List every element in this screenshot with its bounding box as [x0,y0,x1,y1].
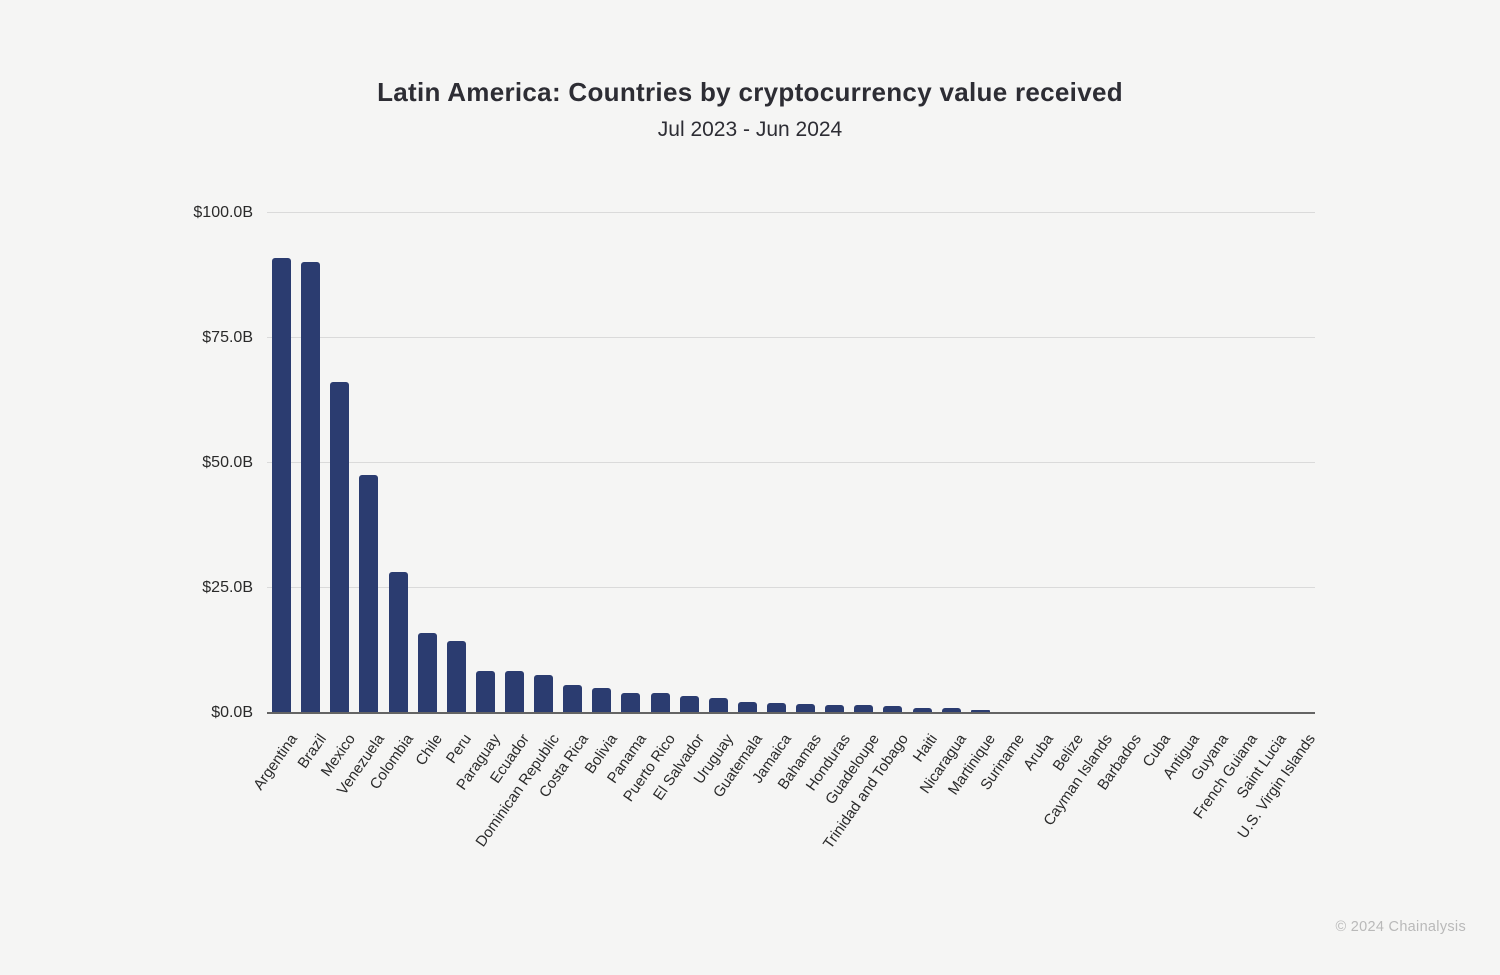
bar [679,696,699,713]
chart-subtitle: Jul 2023 - Jun 2024 [657,118,843,141]
x-axis-line [267,712,1315,714]
copyright-text: © 2024 Chainalysis [1335,919,1466,935]
bar [417,633,437,713]
bar [359,475,379,713]
bar [621,693,641,713]
y-tick-label: $0.0B [211,704,253,721]
gridline [267,212,1315,213]
gridline [267,587,1315,588]
y-tick-label: $100.0B [193,204,253,221]
bar [970,710,990,713]
bar [388,572,408,713]
bar [708,698,728,713]
x-tick-label: Chile [412,731,447,769]
bar [883,706,903,713]
bar [475,671,495,713]
x-tick-label: Argentina [249,731,301,794]
bar [825,705,845,713]
bar [446,641,466,713]
y-tick-label: $25.0B [202,579,253,596]
y-tick-label: $50.0B [202,454,253,471]
bar [796,704,816,713]
bar [504,671,524,713]
chart-title: Latin America: Countries by cryptocurren… [377,77,1123,107]
bar [737,702,757,713]
bar [563,685,583,713]
x-tick-label: Aruba [1020,731,1058,774]
y-tick-label: $75.0B [202,329,253,346]
bar [592,688,612,713]
bar [854,705,874,713]
gridline [267,462,1315,463]
bar [272,258,292,713]
bar [534,675,554,713]
bar [941,708,961,713]
bar [301,262,321,713]
plot-area: $0.0B $25.0B $50.0B $75.0B $100.0B Argentina… [193,204,1319,852]
bar [912,708,932,713]
gridline [267,337,1315,338]
bar [330,382,350,713]
bar [766,703,786,713]
bar [650,693,670,713]
